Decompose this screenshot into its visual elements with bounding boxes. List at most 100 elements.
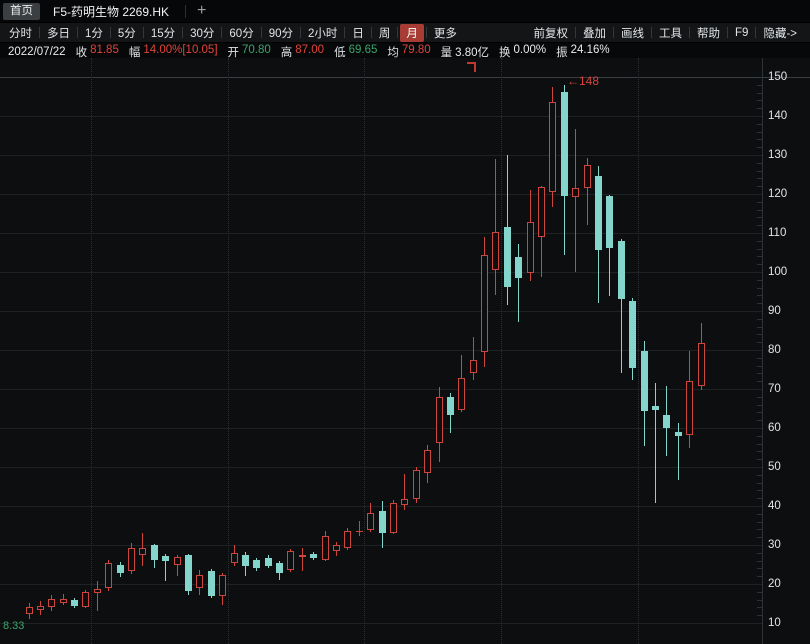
y-axis-minor-tick bbox=[757, 443, 762, 445]
tool-separator bbox=[755, 27, 757, 38]
period-item-10[interactable]: 周 bbox=[378, 27, 391, 40]
y-axis-minor-tick bbox=[757, 482, 762, 484]
new-tab-button[interactable]: + bbox=[197, 2, 207, 19]
gridline-140 bbox=[0, 116, 762, 117]
candle-body bbox=[173, 557, 181, 565]
candle-body bbox=[481, 254, 489, 352]
tab-home[interactable]: 首页 bbox=[3, 2, 40, 20]
year-gridline-2018-01 bbox=[90, 58, 92, 644]
tool-item-3[interactable]: 工具 bbox=[659, 27, 683, 40]
period-item-0[interactable]: 分时 bbox=[9, 27, 32, 40]
quote-field-8: 振 24.16% bbox=[556, 44, 610, 60]
candle-body bbox=[344, 530, 352, 549]
tool-item-2[interactable]: 画线 bbox=[621, 27, 645, 40]
tool-separator bbox=[689, 27, 691, 38]
tool-separator bbox=[651, 27, 653, 38]
candle-body bbox=[538, 186, 546, 237]
tool-item-5[interactable]: F9 bbox=[735, 26, 749, 39]
period-item-3[interactable]: 5分 bbox=[117, 27, 136, 40]
y-axis-label-60: 60 bbox=[768, 422, 781, 434]
candle-body bbox=[583, 165, 591, 189]
candle-body bbox=[367, 513, 375, 531]
y-axis-minor-tick bbox=[757, 560, 762, 562]
y-axis-minor-tick bbox=[757, 365, 762, 367]
tool-separator bbox=[613, 27, 615, 38]
candle-body bbox=[276, 562, 284, 574]
y-axis-minor-tick bbox=[757, 326, 762, 328]
quote-field-2: 开 70.80 bbox=[228, 44, 271, 60]
quote-field-label: 均 bbox=[387, 46, 399, 59]
candle-body bbox=[230, 553, 238, 563]
candle-wick bbox=[96, 580, 98, 611]
candle-body bbox=[150, 545, 158, 560]
candle-body bbox=[139, 548, 147, 556]
candle-body bbox=[298, 555, 306, 558]
year-gridline-2021-01 bbox=[500, 58, 502, 644]
y-axis-minor-tick bbox=[757, 178, 762, 180]
candle-body bbox=[617, 240, 625, 299]
period-item-1[interactable]: 多日 bbox=[47, 27, 70, 40]
tool-item-6[interactable]: 隐藏-> bbox=[763, 27, 797, 40]
chart-marker-icon bbox=[467, 62, 476, 72]
y-axis-minor-tick bbox=[757, 170, 762, 172]
tool-group: 前复权 叠加 画线 工具 帮助 F9 隐藏-> bbox=[527, 25, 810, 41]
period-item-12[interactable]: 更多 bbox=[433, 27, 457, 40]
tool-item-4[interactable]: 帮助 bbox=[697, 27, 721, 40]
y-axis-minor-tick bbox=[757, 552, 762, 554]
tool-item-0[interactable]: 前复权 bbox=[533, 27, 569, 40]
gridline-70 bbox=[0, 389, 762, 390]
y-axis-minor-tick bbox=[757, 435, 762, 437]
candle-body bbox=[469, 360, 477, 373]
candle-body bbox=[674, 431, 682, 437]
y-axis-minor-tick bbox=[757, 420, 762, 422]
y-axis-minor-tick bbox=[757, 498, 762, 500]
period-separator bbox=[344, 27, 346, 38]
period-item-7[interactable]: 90分 bbox=[268, 27, 293, 40]
candle-wick bbox=[358, 520, 360, 537]
tab-stock-active[interactable]: F5-药明生物 2269.HK bbox=[53, 4, 170, 19]
candle-body bbox=[503, 227, 511, 287]
period-separator bbox=[425, 27, 427, 38]
quote-field-3: 高 87.00 bbox=[281, 44, 324, 60]
y-axis-minor-tick bbox=[757, 599, 762, 601]
candle-wick bbox=[654, 383, 656, 503]
candle-body bbox=[253, 559, 261, 568]
period-item-11[interactable]: 月 bbox=[400, 23, 424, 42]
period-item-6[interactable]: 60分 bbox=[229, 27, 254, 40]
period-item-9[interactable]: 日 bbox=[352, 27, 364, 40]
candle-body bbox=[71, 599, 79, 607]
period-item-8[interactable]: 2小时 bbox=[308, 27, 338, 40]
candle-wick bbox=[495, 158, 497, 295]
period-item-2[interactable]: 1分 bbox=[85, 27, 103, 40]
low-price-annotation: 8.33 bbox=[3, 620, 25, 632]
candle-body bbox=[515, 257, 523, 278]
y-axis-minor-tick bbox=[757, 404, 762, 406]
tool-item-1[interactable]: 叠加 bbox=[583, 27, 607, 40]
period-separator bbox=[300, 27, 301, 38]
period-toolbar: 分时 多日 1分 5分 15分 30分 60分 90分 2小时 日 周月更多 前复权 叠加 画线 工具 帮助… bbox=[0, 23, 810, 43]
y-axis-minor-tick bbox=[757, 303, 762, 305]
period-item-4[interactable]: 15分 bbox=[150, 27, 176, 40]
y-axis-label-100: 100 bbox=[768, 266, 788, 278]
gridline-100 bbox=[0, 272, 762, 273]
y-axis-minor-tick bbox=[757, 537, 762, 539]
y-axis-minor-tick bbox=[757, 84, 762, 86]
candle-body bbox=[287, 550, 295, 570]
y-axis-minor-tick bbox=[757, 357, 762, 359]
candle-body bbox=[333, 545, 341, 551]
gridline-110 bbox=[0, 233, 762, 234]
candle-wick bbox=[677, 422, 679, 480]
candlestick-chart[interactable]: 150 140 130 120 110 100 90 80 70 60 50 40 30 20 10 ←148… bbox=[0, 58, 810, 644]
period-item-5[interactable]: 30分 bbox=[190, 27, 215, 40]
gridline-150 bbox=[0, 77, 810, 78]
year-gridline-2022-01 bbox=[637, 58, 639, 644]
y-axis-label-40: 40 bbox=[768, 500, 781, 512]
y-axis-minor-tick bbox=[757, 459, 762, 461]
y-axis-minor-tick bbox=[757, 92, 762, 94]
gridline-90 bbox=[0, 311, 762, 312]
candle-wick bbox=[472, 337, 474, 381]
candle-body bbox=[458, 378, 466, 411]
y-axis-minor-tick bbox=[757, 162, 762, 164]
quote-field-value: 87.00 bbox=[295, 43, 325, 56]
candle-wick bbox=[165, 553, 167, 581]
